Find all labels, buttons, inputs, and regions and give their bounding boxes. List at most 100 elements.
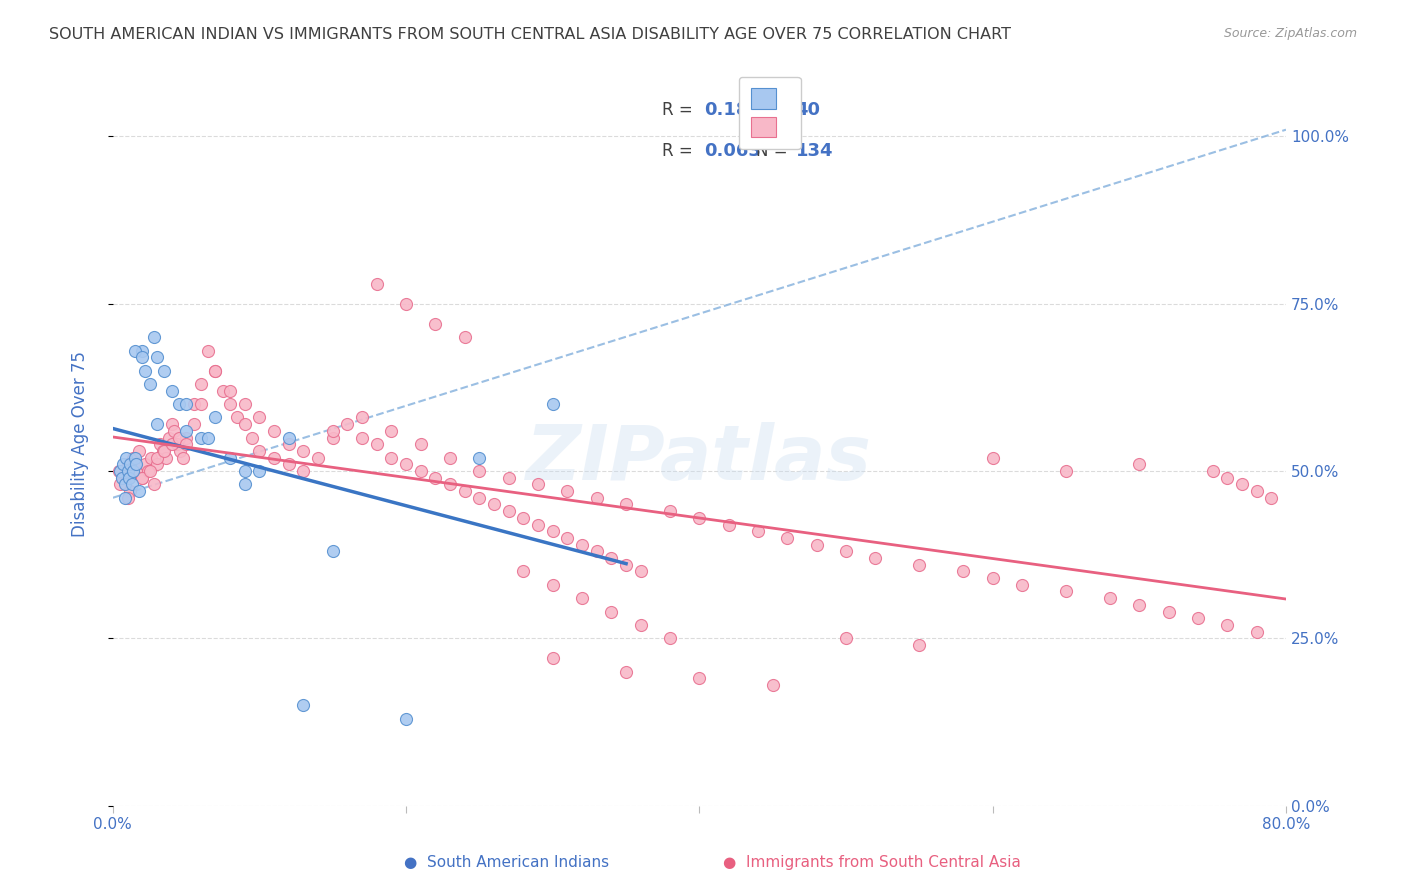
Point xyxy=(240,431,263,445)
Point xyxy=(659,504,682,518)
Point xyxy=(541,524,564,539)
Point xyxy=(117,491,139,505)
Point xyxy=(322,431,344,445)
Point xyxy=(131,471,153,485)
Text: ●  South American Indians: ● South American Indians xyxy=(404,855,609,870)
Point xyxy=(117,464,139,478)
Point xyxy=(1054,584,1077,599)
Point xyxy=(454,330,477,344)
Y-axis label: Disability Age Over 75: Disability Age Over 75 xyxy=(72,351,89,537)
Point xyxy=(1098,591,1121,606)
Point xyxy=(571,538,593,552)
Point xyxy=(125,464,148,478)
Point xyxy=(183,397,205,411)
Point xyxy=(263,424,285,438)
Point xyxy=(167,431,190,445)
Point xyxy=(115,450,138,465)
Point xyxy=(557,484,579,499)
Point xyxy=(122,464,145,478)
Point xyxy=(134,458,156,472)
Point xyxy=(806,538,828,552)
Point xyxy=(121,477,143,491)
Point xyxy=(380,424,402,438)
Text: R =: R = xyxy=(662,101,693,119)
Text: ●  Immigrants from South Central Asia: ● Immigrants from South Central Asia xyxy=(723,855,1021,870)
Point xyxy=(468,450,491,465)
Point xyxy=(717,517,740,532)
Point xyxy=(124,450,146,465)
Point xyxy=(409,464,432,478)
Point xyxy=(482,498,505,512)
Point xyxy=(630,618,652,632)
Point xyxy=(776,531,799,545)
Point xyxy=(541,578,564,592)
Point xyxy=(1216,471,1239,485)
Point xyxy=(659,632,682,646)
Point xyxy=(614,558,637,572)
Point xyxy=(688,511,710,525)
Point xyxy=(498,471,520,485)
Point xyxy=(395,296,418,310)
Point xyxy=(124,343,146,358)
Point xyxy=(174,437,197,451)
Point xyxy=(747,524,769,539)
Point xyxy=(190,376,212,391)
Point xyxy=(233,477,256,491)
Point xyxy=(600,551,623,566)
Text: 134: 134 xyxy=(796,142,834,160)
Point xyxy=(468,491,491,505)
Point xyxy=(128,484,150,499)
Point xyxy=(277,437,299,451)
Point xyxy=(204,363,226,377)
Point xyxy=(292,464,315,478)
Point xyxy=(249,444,271,458)
Text: Source: ZipAtlas.com: Source: ZipAtlas.com xyxy=(1223,27,1357,40)
Point xyxy=(128,444,150,458)
Point xyxy=(124,458,146,472)
Point xyxy=(952,565,974,579)
Point xyxy=(174,431,197,445)
Point xyxy=(908,558,931,572)
Point xyxy=(541,397,564,411)
Point xyxy=(366,277,388,291)
Point xyxy=(160,417,183,431)
Point xyxy=(1054,464,1077,478)
Point xyxy=(425,317,447,331)
Point xyxy=(1216,618,1239,632)
Point xyxy=(1128,458,1150,472)
Point xyxy=(190,431,212,445)
Point xyxy=(149,437,172,451)
Point xyxy=(835,544,858,558)
Point xyxy=(512,511,534,525)
Point xyxy=(233,397,256,411)
Point xyxy=(336,417,359,431)
Text: R =: R = xyxy=(662,142,693,160)
Point xyxy=(1157,605,1180,619)
Point xyxy=(614,665,637,679)
Point xyxy=(152,444,174,458)
Point xyxy=(114,477,136,491)
Text: ZIPatlas: ZIPatlas xyxy=(526,422,872,496)
Point xyxy=(835,632,858,646)
Point xyxy=(197,431,219,445)
Point xyxy=(166,437,188,451)
Point xyxy=(263,450,285,465)
Point xyxy=(120,458,142,472)
Point xyxy=(585,544,607,558)
Point xyxy=(249,464,271,478)
Point xyxy=(322,424,344,438)
Text: 40: 40 xyxy=(796,101,821,119)
Point xyxy=(134,363,156,377)
Point xyxy=(277,431,299,445)
Point xyxy=(155,450,177,465)
Point xyxy=(197,343,219,358)
Point xyxy=(204,410,226,425)
Point xyxy=(111,471,134,485)
Point xyxy=(908,638,931,652)
Point xyxy=(557,531,579,545)
Point xyxy=(380,450,402,465)
Point xyxy=(120,484,142,499)
Point xyxy=(981,571,1004,585)
Point xyxy=(211,384,233,398)
Point xyxy=(114,477,136,491)
